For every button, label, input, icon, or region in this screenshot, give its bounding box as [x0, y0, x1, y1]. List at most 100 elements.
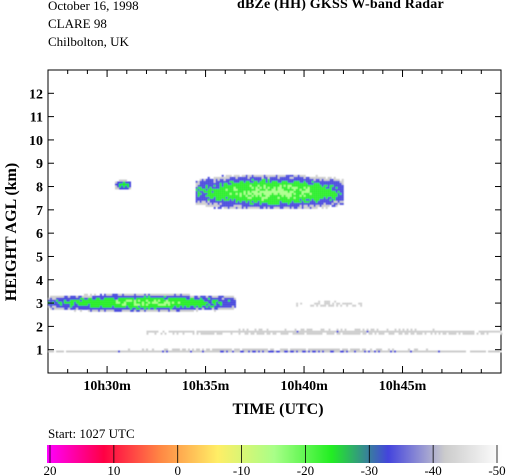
echo-cell — [264, 328, 267, 331]
echo-cell — [462, 350, 464, 353]
echo-cell — [84, 295, 86, 298]
echo-cell — [233, 188, 236, 191]
echo-cell — [339, 188, 342, 191]
echo-cell — [241, 194, 244, 197]
echo-cell — [273, 180, 276, 183]
echo-cell — [426, 348, 428, 351]
echo-cell — [227, 176, 230, 179]
echo-cell — [269, 188, 272, 191]
echo-cell — [255, 198, 258, 201]
echo-cell — [271, 200, 274, 203]
echo-cell — [118, 293, 120, 296]
echo-cell — [289, 204, 292, 207]
echo-cell — [214, 330, 217, 333]
echo-cell — [206, 295, 208, 298]
echo-cell — [176, 350, 178, 353]
echo-cell — [209, 182, 212, 185]
echo-cell — [186, 332, 189, 335]
echo-cell — [484, 330, 487, 333]
echo-cell — [215, 204, 218, 207]
echo-cell — [255, 206, 258, 209]
echo-cell — [156, 301, 158, 304]
echo-cell — [295, 206, 298, 209]
echo-cell — [88, 303, 90, 306]
echo-cell — [221, 194, 224, 197]
echo-cell — [307, 182, 310, 185]
echo-cell — [104, 293, 106, 296]
echo-cell — [262, 332, 265, 335]
echo-cell — [128, 301, 130, 304]
echo-cell — [392, 330, 395, 333]
echo-cell — [126, 309, 128, 312]
echo-cell — [305, 190, 308, 193]
echo-cell — [96, 299, 98, 302]
echo-cell — [178, 330, 181, 333]
echo-cell — [226, 332, 229, 335]
echo-cell — [327, 202, 330, 205]
echo-cell — [231, 198, 234, 201]
echo-cell — [260, 348, 262, 351]
echo-cell — [239, 182, 242, 185]
echo-cell — [74, 301, 76, 304]
echo-cell — [134, 305, 136, 308]
echo-cell — [253, 200, 256, 203]
echo-cell — [207, 204, 210, 207]
echo-cell — [322, 330, 325, 333]
echo-cell — [228, 299, 230, 302]
echo-cell — [245, 182, 248, 185]
echo-cell — [253, 204, 256, 207]
echo-cell — [268, 332, 271, 335]
echo-cell — [116, 307, 118, 310]
echo-cell — [263, 194, 266, 197]
echo-cell — [299, 180, 302, 183]
echo-cell — [269, 196, 272, 199]
echo-cell — [166, 332, 169, 335]
echo-cell — [202, 305, 204, 308]
echo-cell — [350, 350, 352, 353]
echo-cell — [198, 299, 200, 302]
echo-cell — [323, 176, 326, 179]
echo-cell — [310, 350, 312, 353]
echo-cell — [335, 204, 338, 207]
echo-cell — [237, 196, 240, 199]
echo-cell — [336, 332, 339, 335]
echo-cell — [134, 295, 136, 298]
echo-cell — [464, 332, 467, 335]
echo-cell — [287, 194, 290, 197]
echo-cell — [271, 176, 274, 179]
echo-cell — [243, 196, 246, 199]
echo-cell — [156, 305, 158, 308]
echo-cell — [190, 299, 192, 302]
echo-cell — [202, 303, 204, 306]
echo-cell — [210, 330, 213, 333]
echo-cell — [275, 192, 278, 195]
echo-cell — [148, 305, 150, 308]
echo-cell — [130, 299, 132, 302]
echo-cell — [319, 182, 322, 185]
echo-cell — [212, 350, 214, 353]
echo-cell — [260, 350, 262, 353]
echo-cell — [262, 328, 265, 331]
echo-cell — [215, 186, 218, 189]
echo-cell — [224, 297, 226, 300]
echo-cell — [325, 200, 328, 203]
echo-cell — [301, 202, 304, 205]
echo-cell — [178, 299, 180, 302]
echo-cell — [160, 293, 162, 296]
echo-cell — [262, 348, 264, 351]
echo-cell — [330, 350, 332, 353]
echo-cell — [192, 348, 194, 351]
echo-cell — [372, 332, 375, 335]
echo-cell — [307, 190, 310, 193]
echo-cell — [219, 180, 222, 183]
echo-cell — [240, 332, 243, 335]
echo-cell — [296, 302, 299, 305]
echo-cell — [281, 178, 284, 181]
echo-cell — [298, 302, 301, 305]
echo-cell — [344, 350, 346, 353]
echo-cell — [218, 307, 220, 310]
echo-cell — [136, 293, 138, 296]
echo-cell — [152, 303, 154, 306]
echo-cell — [284, 330, 287, 333]
echo-cell — [156, 332, 159, 335]
